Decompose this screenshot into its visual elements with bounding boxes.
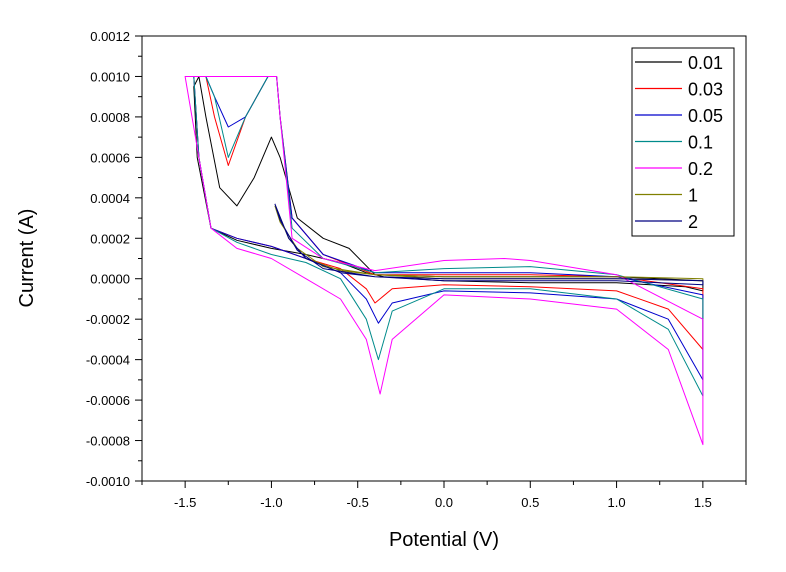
y-tick-label: 0.0012 xyxy=(90,29,130,44)
y-tick-label: 0.0002 xyxy=(90,231,130,246)
legend-label: 0.05 xyxy=(688,106,723,126)
series-line-0.2 xyxy=(184,76,704,446)
x-tick-label: 1.5 xyxy=(694,495,712,510)
legend-label: 0.2 xyxy=(688,159,713,179)
series-line-2 xyxy=(274,203,704,286)
y-tick-label: 0.0004 xyxy=(90,191,130,206)
y-axis-label: Current (A) xyxy=(16,209,38,308)
legend-label: 0.01 xyxy=(688,53,723,73)
y-tick-label: -0.0008 xyxy=(86,434,130,449)
series-layer xyxy=(184,76,704,446)
y-tick-label: -0.0004 xyxy=(86,353,130,368)
y-tick-label: 0.0008 xyxy=(90,110,130,125)
legend-label: 0.1 xyxy=(688,133,713,153)
x-tick-label: -1.0 xyxy=(260,495,282,510)
x-tick-label: 1.0 xyxy=(608,495,626,510)
y-tick-label: 0.0000 xyxy=(90,272,130,287)
x-tick-label: -1.5 xyxy=(174,495,196,510)
y-tick-label: -0.0010 xyxy=(86,474,130,489)
legend: 0.01 0.03 0.05 0.1 0.2 1 2 xyxy=(631,47,735,237)
legend-label: 0.03 xyxy=(688,80,723,100)
x-tick-label: 0.0 xyxy=(435,495,453,510)
legend-label: 1 xyxy=(688,186,698,206)
x-axis-ticks: -1.5 -1.0 -0.5 0.0 0.5 1.0 1.5 xyxy=(141,481,747,510)
x-axis-label: Potential (V) xyxy=(389,529,499,551)
x-tick-label: -0.5 xyxy=(347,495,369,510)
y-tick-label: -0.0006 xyxy=(86,393,130,408)
y-axis-ticks: -0.0010 -0.0008 -0.0006 -0.0004 -0.0002 0.000… xyxy=(86,29,142,489)
y-tick-label: 0.0006 xyxy=(90,150,130,165)
y-tick-label: -0.0002 xyxy=(86,312,130,327)
legend-label: 2 xyxy=(688,212,698,232)
y-tick-label: 0.0010 xyxy=(90,69,130,84)
x-tick-label: 0.5 xyxy=(521,495,539,510)
